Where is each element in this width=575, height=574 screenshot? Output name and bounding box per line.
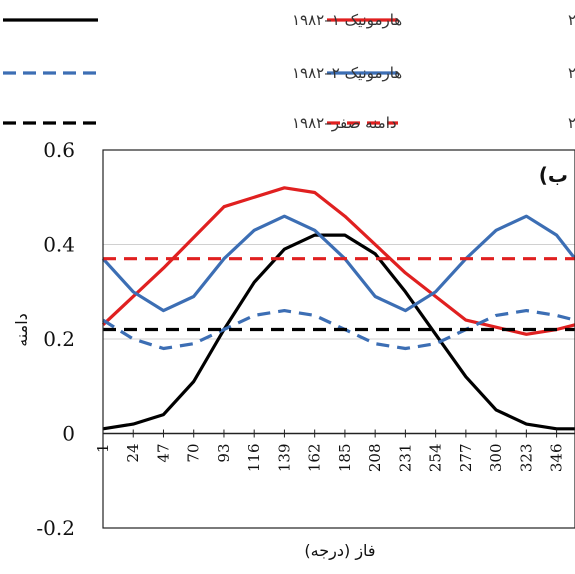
series-line-1: [102, 233, 575, 431]
x-tick-label-10: 231: [396, 444, 414, 473]
x-tick-label-11: 254: [427, 444, 445, 473]
legend-label-5: دامنه صفر–۱۹۸۲: [292, 114, 397, 132]
x-tick-label-0: 1: [94, 444, 112, 454]
x-axis-title: فاز (درجه): [304, 541, 375, 561]
legend-label-2: هارمونیک ۲–۲۰۱۸: [568, 64, 575, 82]
y-tick-label-3: 0: [62, 422, 75, 446]
x-tick-label-3: 70: [185, 444, 203, 463]
x-tick-label-7: 162: [306, 444, 324, 473]
series-line-0: [101, 186, 575, 336]
y-tick-label-0: 0.6: [43, 138, 75, 162]
legend-label-0: هارمونیک ۱–۲۰۱۸: [568, 11, 575, 29]
x-tick-label-9: 208: [366, 444, 384, 473]
x-tick-label-13: 300: [487, 444, 505, 473]
x-tick-label-6: 139: [275, 444, 293, 473]
series-lines: [101, 186, 575, 431]
y-axis-title: دامنه: [12, 313, 31, 347]
x-tick-label-5: 116: [245, 444, 263, 473]
legend-label-3: هارمونیک ۲–۱۹۸۲: [292, 64, 402, 82]
y-tick-label-4: -0.2: [36, 516, 75, 540]
x-tick-label-12: 277: [457, 444, 475, 473]
y-tick-label-1: 0.4: [43, 233, 75, 257]
x-tick-label-8: 185: [336, 444, 354, 473]
legend-label-1: هارمونیک ۱–۱۹۸۲: [292, 11, 402, 29]
x-tick-label-2: 47: [154, 444, 172, 463]
legend: هارمونیک ۱–۲۰۱۸ هارمونیک ۱–۱۹۸۲ هارمونیک ۲…: [3, 11, 575, 132]
legend-label-4: دامنه صفر–۲۰۱۸: [568, 114, 575, 132]
plot-frame: [102, 149, 575, 529]
x-tick-label-4: 93: [215, 444, 233, 463]
x-tick-label-1: 24: [124, 444, 142, 463]
series-line-2: [101, 214, 575, 313]
y-tick-label-2: 0.2: [43, 327, 75, 351]
x-tick-label-15: 346: [548, 444, 566, 473]
axes: 0.6 0.4 0.2 0 -0.2 1 24 47 70 93 116 139 162 185 208 23…: [36, 138, 575, 540]
panel-label: (ب: [539, 163, 568, 187]
x-tick-label-14: 323: [517, 444, 535, 473]
